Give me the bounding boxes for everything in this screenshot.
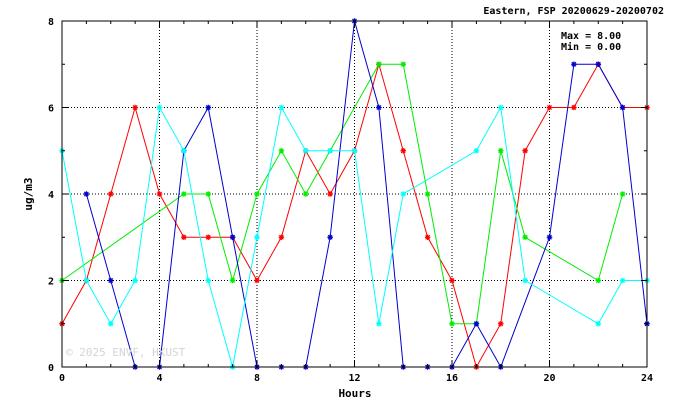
data-point-marker [229,234,236,241]
data-point-marker [619,104,626,111]
data-point-marker [595,61,602,68]
max-label: Max = 8.00 [561,31,621,42]
data-point-marker [107,191,114,197]
data-point-marker [522,147,528,154]
data-point-marker [400,191,407,197]
data-point-marker [522,277,528,284]
series-group [59,61,626,327]
y-tick-label: 0 [48,363,54,374]
data-point-marker [229,277,236,284]
data-point-marker [205,234,212,241]
data-point-marker [424,191,431,197]
data-point-marker [619,277,626,284]
data-point-marker [546,234,553,241]
x-axis-label: Hours [338,387,371,400]
data-point-marker [278,104,285,111]
data-point-marker [181,147,187,154]
data-point-marker [327,191,333,197]
data-point-marker [181,234,187,241]
x-tick-label: 12 [348,373,360,384]
gridlines [62,21,647,367]
x-tick-label: 4 [156,373,162,384]
data-point-marker [619,191,626,197]
data-point-marker [327,147,333,154]
data-point-marker [522,234,528,241]
data-point-marker [254,234,260,241]
data-point-marker [278,147,285,154]
data-point-marker [376,104,382,111]
x-tick-label: 24 [641,373,653,384]
data-point-marker [449,277,455,284]
data-point-marker [400,147,407,154]
data-point-marker [327,234,333,241]
chart-title: Eastern, FSP 20200629-20200702 [483,6,664,17]
data-point-marker [83,191,90,197]
y-tick-label: 2 [48,277,54,288]
data-point-marker [449,320,455,327]
data-point-marker [83,277,90,284]
x-tick-label: 0 [59,373,65,384]
x-tick-label: 8 [254,373,260,384]
data-point-marker [205,191,212,197]
data-point-marker [424,234,431,241]
data-point-marker [376,61,382,68]
data-point-marker [254,191,260,197]
data-point-marker [156,104,163,111]
y-tick-label: 4 [48,190,54,201]
data-point-marker [497,320,504,327]
data-point-marker [156,191,163,197]
data-point-marker [400,61,407,68]
data-point-marker [571,104,577,111]
data-point-marker [205,104,212,111]
series-group [59,104,650,370]
y-tick-label: 6 [48,104,54,115]
y-axis-label: ug/m3 [22,177,35,210]
data-point-marker [497,147,504,154]
data-point-marker [132,277,138,284]
data-point-marker [107,320,114,327]
data-point-marker [302,147,309,154]
y-tick-label: 8 [48,17,54,28]
data-point-marker [595,320,602,327]
data-point-marker [376,320,382,327]
data-point-marker [571,61,577,68]
x-tick-label: 20 [543,373,555,384]
data-point-marker [254,277,260,284]
data-point-marker [181,191,187,197]
data-point-marker [473,147,480,154]
data-point-marker [351,147,358,154]
data-point-marker [132,104,138,111]
data-point-marker [278,234,285,241]
data-point-marker [473,320,480,327]
data-point-marker [205,277,212,284]
watermark: © 2025 ENVF, HKUST [66,346,186,359]
data-point-marker [107,277,114,284]
data-point-marker [595,277,602,284]
data-point-marker [497,104,504,111]
data-point-marker [546,104,553,111]
data-point-marker [302,191,309,197]
x-tick-label: 16 [446,373,458,384]
min-label: Min = 0.00 [561,41,621,53]
